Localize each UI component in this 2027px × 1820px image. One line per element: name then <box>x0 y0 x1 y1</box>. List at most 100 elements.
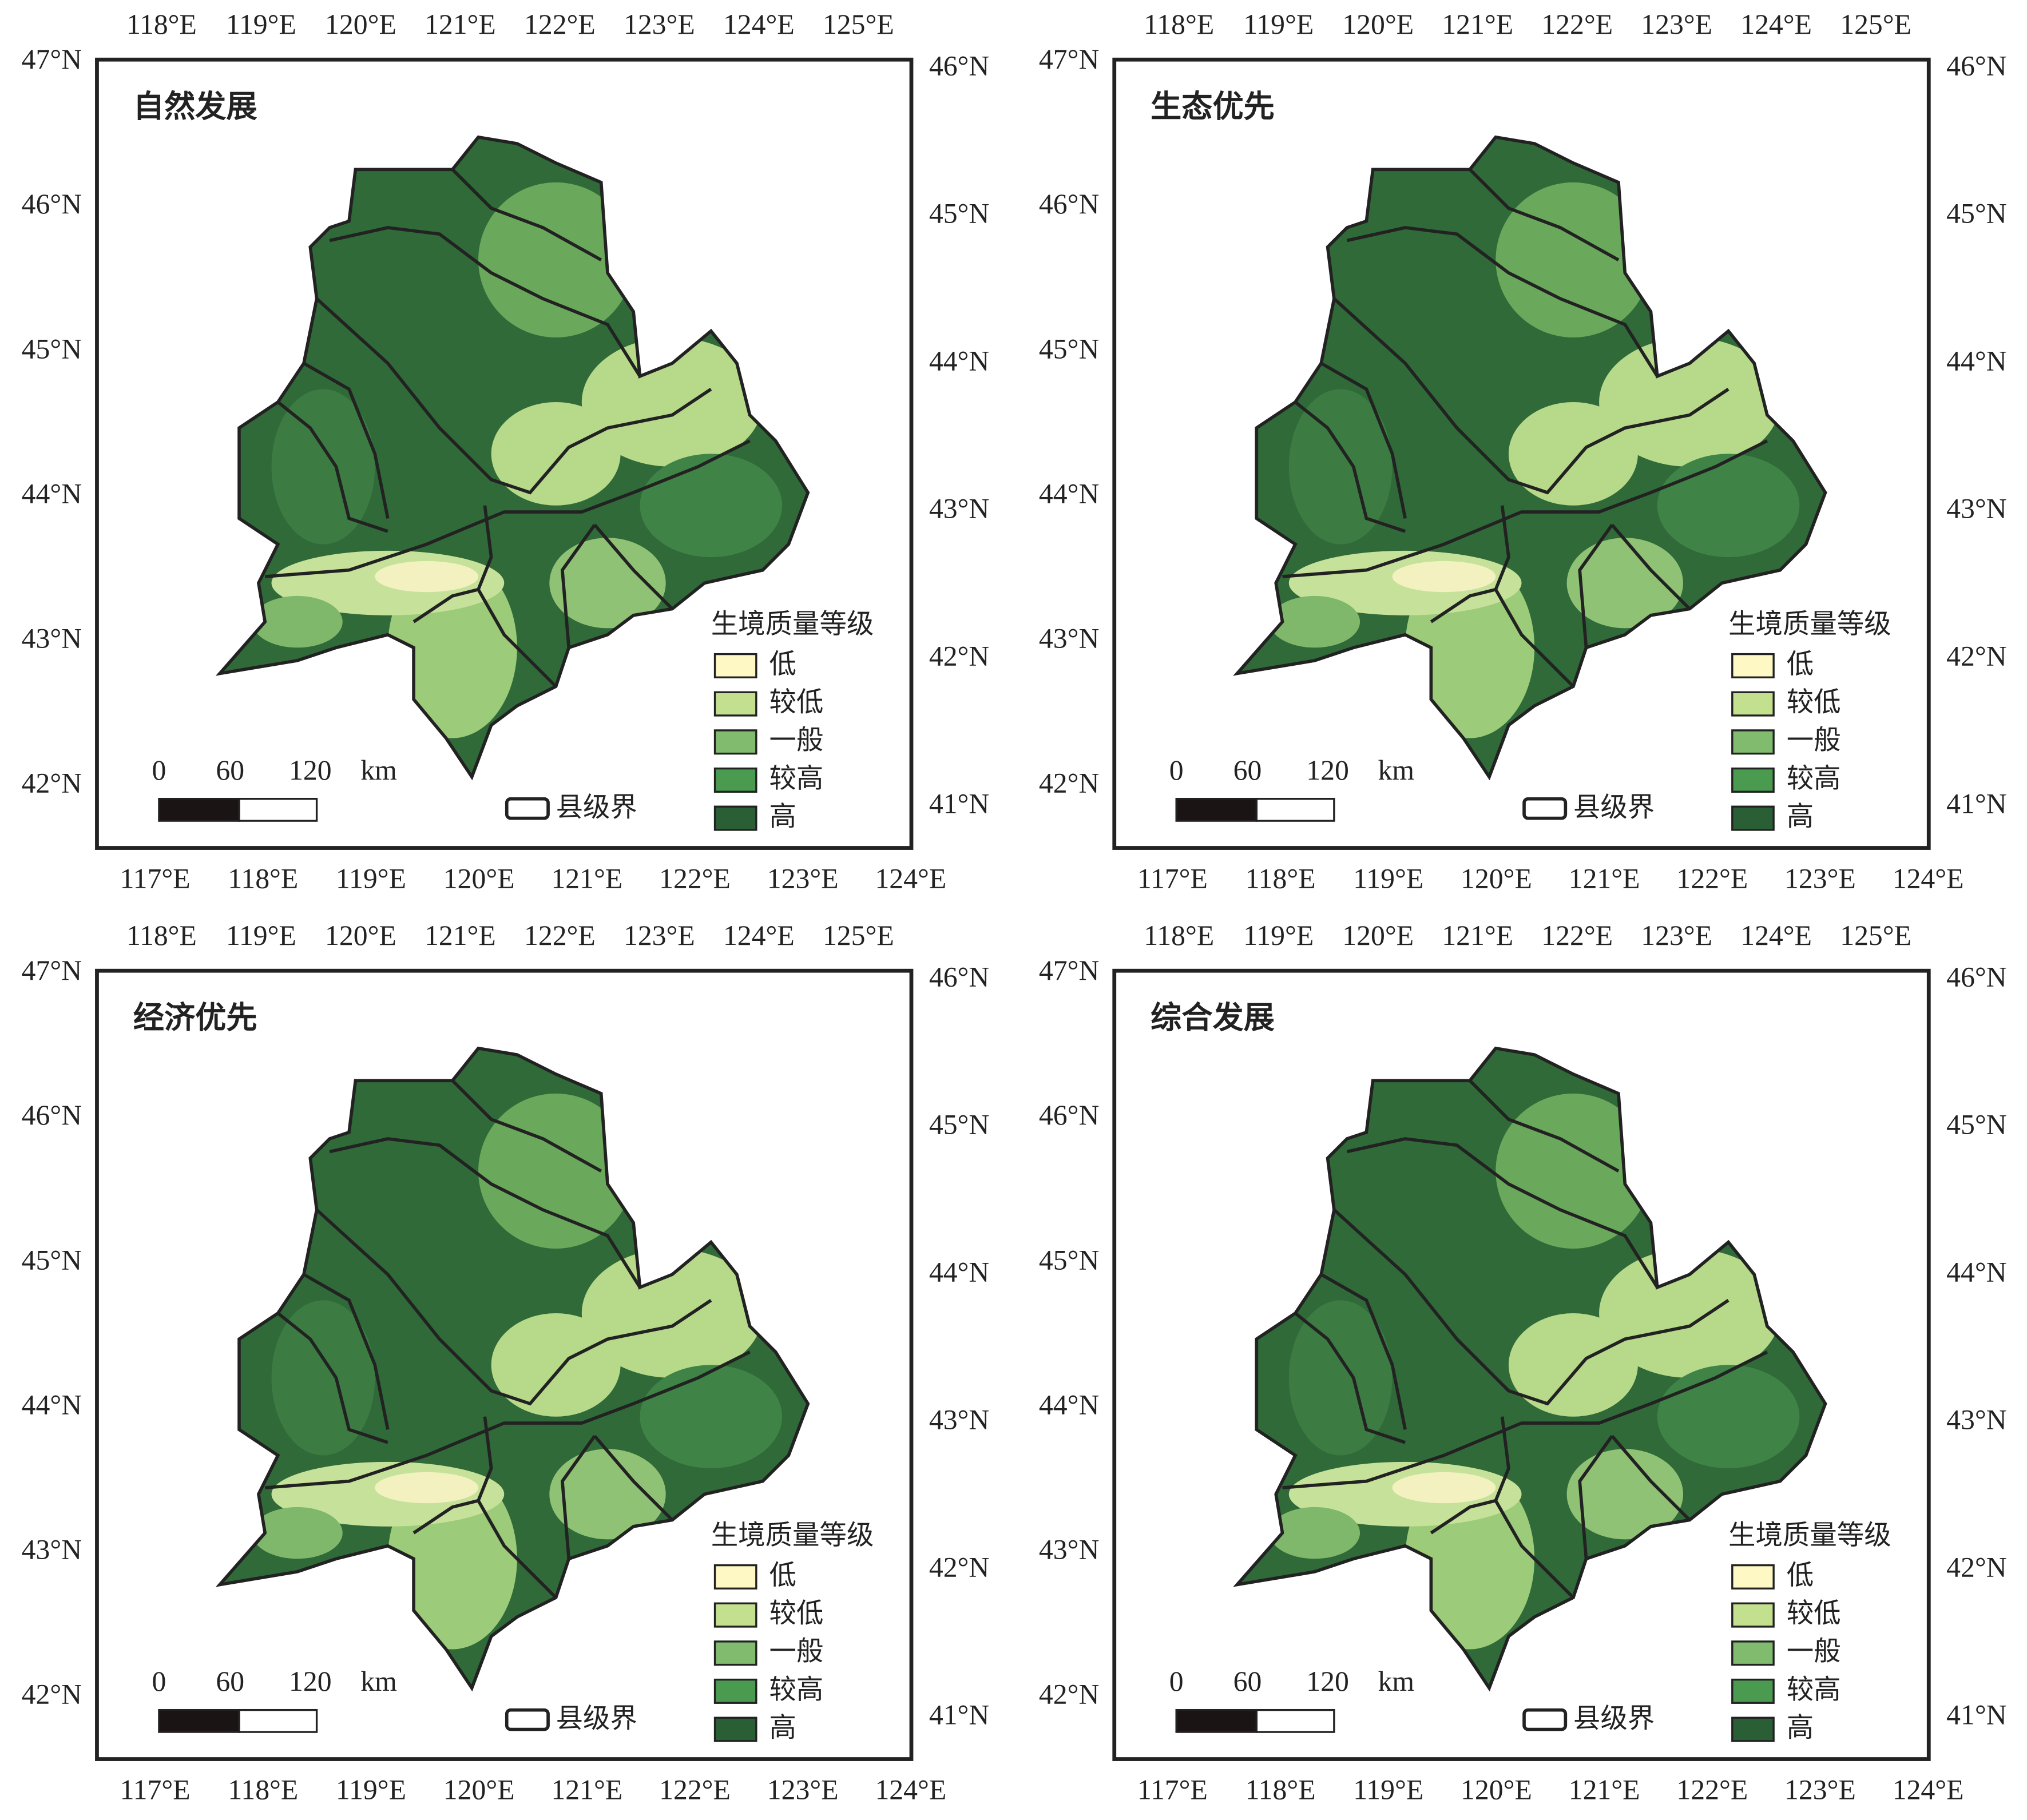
right-tick-label: 44°N <box>929 1257 989 1288</box>
map-panel: 生态优先 118°E 119°E 120°E 121°E 122°E 123°E 124°E 1… <box>1039 9 2007 895</box>
bottom-tick-label: 117°E <box>1137 1774 1208 1806</box>
legend-label: 较高 <box>769 1674 823 1706</box>
boundary-swatch <box>505 1708 550 1731</box>
legend-label: 高 <box>1787 1712 1814 1744</box>
bottom-tick-label: 117°E <box>120 1774 191 1806</box>
right-tick-label: 46°N <box>1946 50 2006 81</box>
map-frame <box>1112 57 1931 850</box>
left-tick-label: 44°N <box>1039 1389 1099 1420</box>
legend-swatch <box>1731 653 1775 678</box>
top-tick-label: 124°E <box>723 9 795 40</box>
bottom-tick-label: 120°E <box>443 1774 515 1806</box>
left-tick-label: 43°N <box>22 622 82 654</box>
scale-label: 0 <box>152 754 166 786</box>
boundary-swatch <box>1522 797 1568 820</box>
scale-unit: km <box>360 754 397 786</box>
left-tick-label: 44°N <box>22 478 82 509</box>
legend-swatch <box>1731 691 1775 717</box>
top-tick-label: 121°E <box>425 9 496 40</box>
bottom-tick-label: 122°E <box>1676 1774 1748 1806</box>
left-tick-label: 46°N <box>1039 188 1099 220</box>
left-tick-label: 47°N <box>22 43 82 75</box>
map-panel: 综合发展 118°E 119°E 120°E 121°E 122°E 123°E 124°E 1… <box>1039 920 2007 1806</box>
boundary-label: 县级界 <box>1573 1703 1655 1735</box>
top-tick-label: 122°E <box>1541 920 1613 951</box>
panel-title: 综合发展 <box>1151 1000 1275 1036</box>
bottom-tick-label: 118°E <box>1245 1774 1316 1806</box>
right-tick-label: 44°N <box>929 345 989 377</box>
right-tick-label: 42°N <box>929 1552 989 1583</box>
legend-swatch <box>713 653 757 678</box>
bottom-tick-label: 124°E <box>875 863 946 895</box>
left-tick-label: 43°N <box>1039 622 1099 654</box>
legend-swatch <box>713 729 757 755</box>
map <box>1224 130 1845 789</box>
bottom-tick-label: 117°E <box>120 863 191 895</box>
left-tick-label: 42°N <box>22 1678 82 1710</box>
left-tick-label: 46°N <box>22 188 82 220</box>
legend-label: 一般 <box>769 1636 823 1667</box>
legend-label: 较高 <box>1787 1674 1841 1706</box>
right-tick-label: 41°N <box>1946 1699 2006 1731</box>
scale-label: 0 <box>1169 754 1184 786</box>
right-tick-label: 43°N <box>1946 1404 2006 1436</box>
right-tick-label: 44°N <box>1946 1257 2006 1288</box>
legend-swatch <box>713 1602 757 1628</box>
map-frame <box>95 57 914 850</box>
legend-swatch <box>713 691 757 717</box>
top-tick-label: 123°E <box>624 920 695 951</box>
scale-label: 0 <box>152 1666 166 1697</box>
legend-swatch <box>713 1716 757 1742</box>
legend-swatch <box>713 767 757 793</box>
legend-label: 高 <box>769 801 796 833</box>
bottom-tick-label: 123°E <box>767 1774 839 1806</box>
right-tick-label: 43°N <box>1946 493 2006 524</box>
left-tick-label: 47°N <box>1039 955 1099 986</box>
top-tick-label: 125°E <box>1840 920 1911 951</box>
boundary-label: 县级界 <box>556 792 637 824</box>
legend-label: 较低 <box>1787 687 1841 718</box>
scale-label: 0 <box>1169 1666 1184 1697</box>
left-tick-label: 45°N <box>22 333 82 364</box>
top-tick-label: 123°E <box>1641 920 1712 951</box>
bottom-tick-label: 117°E <box>1137 863 1208 895</box>
bottom-tick-label: 121°E <box>1569 863 1640 895</box>
top-tick-label: 122°E <box>524 920 596 951</box>
left-tick-label: 47°N <box>1039 43 1099 75</box>
scale-label: 60 <box>216 1666 244 1697</box>
legend-title: 生境质量等级 <box>711 1520 874 1551</box>
top-tick-label: 118°E <box>126 9 197 40</box>
legend-swatch <box>1731 1678 1775 1704</box>
legend-swatch <box>1731 767 1775 793</box>
bottom-tick-label: 123°E <box>767 863 839 895</box>
top-tick-label: 124°E <box>723 920 795 951</box>
legend-label: 一般 <box>1787 725 1841 756</box>
legend-swatch <box>713 1640 757 1666</box>
scale-unit: km <box>1378 1666 1415 1697</box>
left-tick-label: 45°N <box>22 1244 82 1275</box>
right-tick-label: 46°N <box>929 50 989 81</box>
top-tick-label: 119°E <box>226 9 296 40</box>
top-tick-label: 119°E <box>1243 920 1314 951</box>
legend-label: 低 <box>1787 649 1814 680</box>
map-frame <box>95 968 914 1761</box>
bottom-tick-label: 120°E <box>1461 1774 1532 1806</box>
right-tick-label: 41°N <box>929 788 989 820</box>
top-tick-label: 122°E <box>1541 9 1613 40</box>
legend-label: 较高 <box>769 763 823 794</box>
scale-label: 60 <box>1233 754 1262 786</box>
right-tick-label: 45°N <box>929 197 989 229</box>
top-tick-label: 120°E <box>1342 920 1414 951</box>
left-tick-label: 42°N <box>1039 1678 1099 1710</box>
bottom-tick-label: 122°E <box>659 863 731 895</box>
top-tick-label: 120°E <box>325 920 396 951</box>
left-tick-label: 42°N <box>22 767 82 798</box>
top-tick-label: 121°E <box>1442 9 1513 40</box>
scale-label: 60 <box>1233 1666 1262 1697</box>
bottom-tick-label: 119°E <box>1353 1774 1423 1806</box>
boundary-label: 县级界 <box>1573 792 1655 824</box>
scale-label: 120 <box>289 754 332 786</box>
legend-swatch <box>713 1678 757 1704</box>
top-tick-label: 123°E <box>624 9 695 40</box>
scale-bar-white <box>238 1708 318 1733</box>
